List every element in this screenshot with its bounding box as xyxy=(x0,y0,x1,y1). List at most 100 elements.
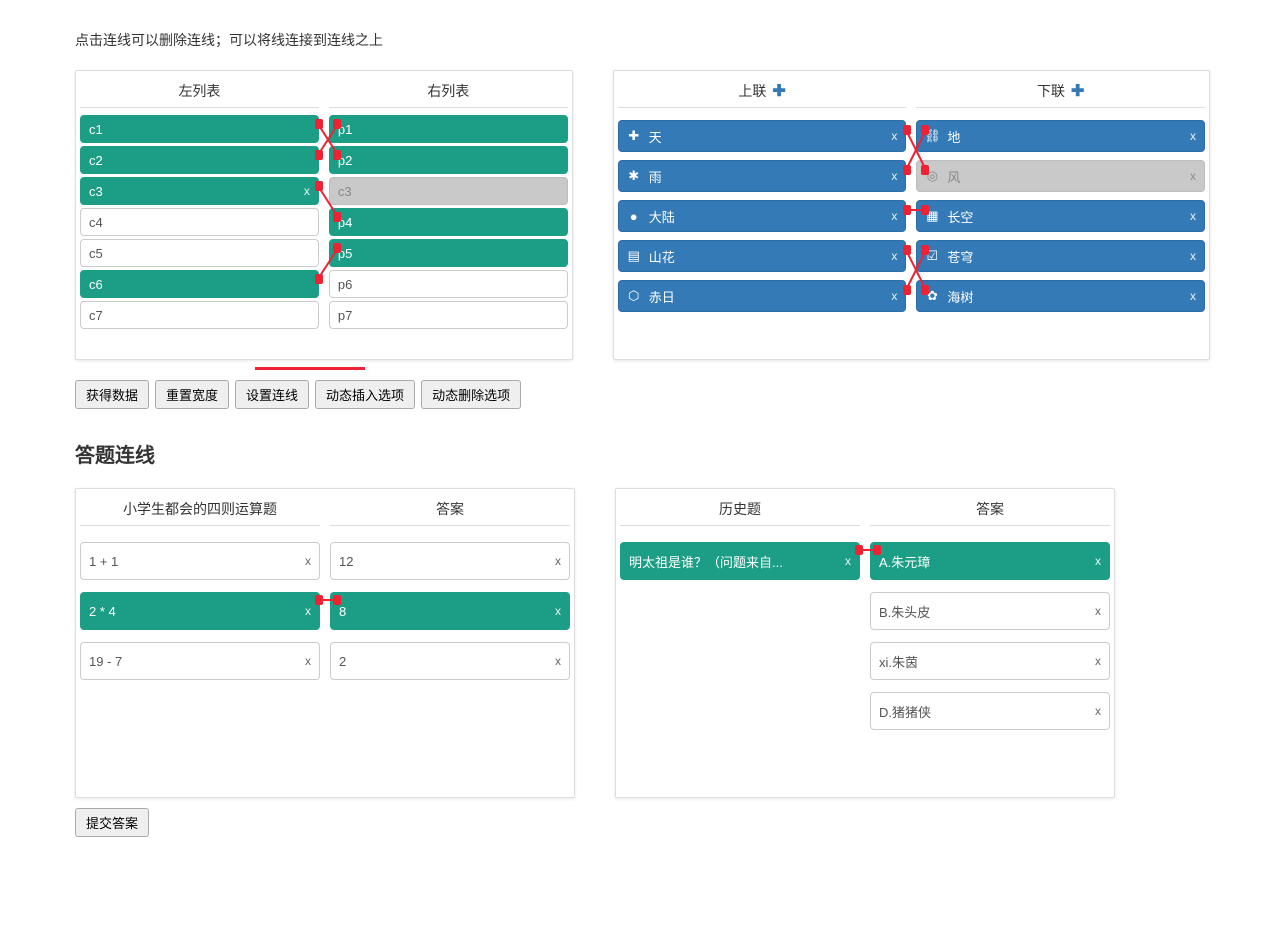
plus-icon[interactable]: ✚ xyxy=(772,81,785,101)
close-icon[interactable]: x xyxy=(1184,129,1196,143)
action-button[interactable]: 设置连线 xyxy=(235,380,309,409)
item-label: 2 xyxy=(339,654,549,669)
panel4-right-col: 答案 A.朱元璋x B.朱头皮x xi.朱茵x D.猪猪侠x xyxy=(870,493,1110,793)
action-buttons: 获得数据重置宽度设置连线动态插入选项动态删除选项 xyxy=(75,380,1210,409)
action-button[interactable]: 获得数据 xyxy=(75,380,149,409)
close-icon[interactable]: x xyxy=(549,654,561,668)
list-item[interactable]: D.猪猪侠x xyxy=(870,692,1110,730)
action-button[interactable]: 动态插入选项 xyxy=(315,380,415,409)
close-icon[interactable]: x xyxy=(885,209,897,223)
list-item[interactable]: c2 xyxy=(80,146,319,174)
close-icon[interactable]: x xyxy=(299,604,311,618)
item-label: c6 xyxy=(89,277,310,292)
list-item[interactable]: 明太祖是谁？（问题来自...x xyxy=(620,542,860,580)
list-item[interactable]: A.朱元璋x xyxy=(870,542,1110,580)
list-item[interactable]: c3 xyxy=(329,177,568,205)
item-label: 地 xyxy=(947,127,1184,146)
close-icon[interactable]: x xyxy=(1184,209,1196,223)
list-item[interactable]: p4 xyxy=(329,208,568,236)
panel4-right-header: 答案 xyxy=(870,493,1110,526)
close-icon[interactable]: x xyxy=(1184,169,1196,183)
submit-button[interactable]: 提交答案 xyxy=(75,808,149,837)
list-item[interactable]: p5 xyxy=(329,239,568,267)
item-icon: ▤ xyxy=(627,248,641,264)
list-item[interactable]: c5 xyxy=(80,239,319,267)
item-label: 长空 xyxy=(947,207,1184,226)
scroll-indicator xyxy=(255,367,365,370)
instruction-text: 点击连线可以删除连线；可以将线连接到连线之上 xyxy=(75,30,1210,50)
panel3-right-header: 答案 xyxy=(330,493,570,526)
list-item[interactable]: 12x xyxy=(330,542,570,580)
close-icon[interactable]: x xyxy=(1089,704,1101,718)
close-icon[interactable]: x xyxy=(549,554,561,568)
close-icon[interactable]: x xyxy=(549,604,561,618)
item-label: 天 xyxy=(649,127,886,146)
close-icon[interactable]: x xyxy=(885,129,897,143)
close-icon[interactable]: x xyxy=(299,654,311,668)
close-icon[interactable]: x xyxy=(885,169,897,183)
action-button[interactable]: 动态删除选项 xyxy=(421,380,521,409)
item-label: c1 xyxy=(89,122,310,137)
plus-icon[interactable]: ✚ xyxy=(1071,81,1084,101)
close-icon[interactable]: x xyxy=(1089,554,1101,568)
list-item[interactable]: 1 + 1x xyxy=(80,542,320,580)
item-label: 2 * 4 xyxy=(89,604,299,619)
item-label: c2 xyxy=(89,153,310,168)
list-item[interactable]: ⬡赤日x xyxy=(618,280,907,312)
close-icon[interactable]: x xyxy=(1184,289,1196,303)
list-item[interactable]: ●大陆x xyxy=(618,200,907,232)
list-item[interactable]: xi.朱茵x xyxy=(870,642,1110,680)
close-icon[interactable]: x xyxy=(1089,654,1101,668)
item-label: c3 xyxy=(89,184,298,199)
panel2-right-header: 下联 ✚ xyxy=(916,75,1205,108)
list-item[interactable]: ✿海树x xyxy=(916,280,1205,312)
action-button[interactable]: 重置宽度 xyxy=(155,380,229,409)
item-icon: ☑ xyxy=(925,248,939,264)
list-item[interactable]: 2 * 4x xyxy=(80,592,320,630)
item-label: c3 xyxy=(338,184,559,199)
list-item[interactable]: ✚天x xyxy=(618,120,907,152)
list-item[interactable]: ▤山花x xyxy=(618,240,907,272)
list-item[interactable]: p7 xyxy=(329,301,568,329)
item-icon: ✿ xyxy=(925,288,939,304)
header-label: 下联 xyxy=(1037,81,1065,101)
close-icon[interactable]: x xyxy=(839,554,851,568)
item-label: 雨 xyxy=(649,167,886,186)
item-label: 风 xyxy=(947,167,1184,186)
list-item[interactable]: 2x xyxy=(330,642,570,680)
list-item[interactable]: 19 - 7x xyxy=(80,642,320,680)
item-label: 大陆 xyxy=(649,207,886,226)
section-title: 答题连线 xyxy=(75,439,1210,468)
list-item[interactable]: c6 xyxy=(80,270,319,298)
panel2-left-col: 上联 ✚ ✚天x ✱雨x ●大陆x ▤山花x ⬡赤日x xyxy=(618,75,907,355)
list-item[interactable]: c3x xyxy=(80,177,319,205)
close-icon[interactable]: x xyxy=(885,249,897,263)
list-item[interactable]: c1 xyxy=(80,115,319,143)
list-item[interactable]: ⛓地x xyxy=(916,120,1205,152)
item-label: c7 xyxy=(89,308,310,323)
list-item[interactable]: c7 xyxy=(80,301,319,329)
list-item[interactable]: p6 xyxy=(329,270,568,298)
list-item[interactable]: ◎风x xyxy=(916,160,1205,192)
list-item[interactable]: ▦长空x xyxy=(916,200,1205,232)
item-label: p4 xyxy=(338,215,559,230)
panel1-left-header: 左列表 xyxy=(80,75,319,108)
list-item[interactable]: 8x xyxy=(330,592,570,630)
list-item[interactable]: B.朱头皮x xyxy=(870,592,1110,630)
close-icon[interactable]: x xyxy=(1089,604,1101,618)
list-item[interactable]: ☑ 苍穹x xyxy=(916,240,1205,272)
panel-4: 历史题 明太祖是谁？（问题来自...x 答案 A.朱元璋xB.朱头皮xxi.朱茵… xyxy=(615,488,1115,798)
item-label: 苍穹 xyxy=(947,247,1184,266)
close-icon[interactable]: x xyxy=(299,554,311,568)
header-label: 上联 xyxy=(738,81,766,101)
list-item[interactable]: c4 xyxy=(80,208,319,236)
item-label: p6 xyxy=(338,277,559,292)
close-icon[interactable]: x xyxy=(885,289,897,303)
close-icon[interactable]: x xyxy=(1184,249,1196,263)
close-icon[interactable]: x xyxy=(298,184,310,198)
list-item[interactable]: p1 xyxy=(329,115,568,143)
item-label: p5 xyxy=(338,246,559,261)
list-item[interactable]: p2 xyxy=(329,146,568,174)
item-label: 8 xyxy=(339,604,549,619)
list-item[interactable]: ✱雨x xyxy=(618,160,907,192)
